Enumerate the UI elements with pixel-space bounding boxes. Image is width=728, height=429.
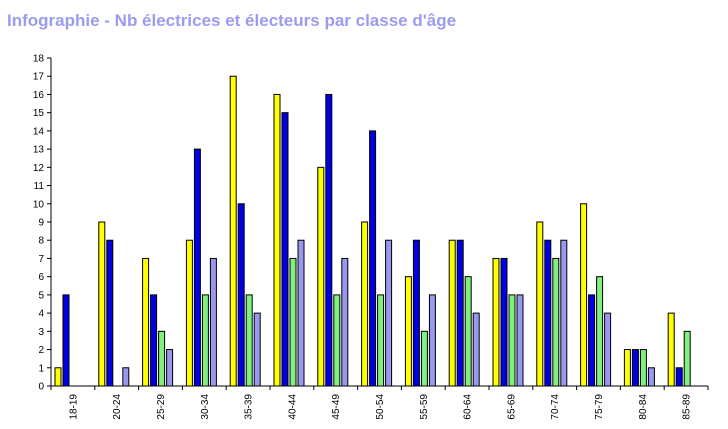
x-tick-label-50-54: 50-54: [375, 394, 386, 420]
bar-65-69-s4: [516, 294, 524, 387]
bar-50-54-s4: [385, 239, 393, 387]
bar-60-64-s2: [456, 239, 464, 387]
bar-60-64-s1: [448, 239, 456, 387]
x-tick-label-85-89: 85-89: [682, 394, 693, 420]
bar-35-39-s1: [229, 75, 237, 387]
y-tick-label-15: 15: [33, 108, 45, 119]
bar-65-69-s1: [492, 257, 500, 387]
bar-40-44-s4: [297, 239, 305, 387]
y-tick-label-17: 17: [33, 72, 45, 83]
y-tick-label-11: 11: [34, 181, 45, 192]
x-tick-label-65-69: 65-69: [506, 394, 517, 420]
bar-35-39-s4: [253, 312, 261, 387]
bar-85-89-s3: [683, 330, 691, 387]
x-tick-label-55-59: 55-59: [419, 394, 430, 420]
bar-85-89-s1: [667, 312, 675, 387]
y-tick-label-2: 2: [38, 345, 44, 356]
bar-70-74-s3: [552, 257, 560, 387]
y-tick-label-8: 8: [38, 236, 44, 247]
bar-25-29-s1: [142, 257, 150, 387]
bar-65-69-s3: [508, 294, 516, 387]
y-tick-label-18: 18: [33, 54, 45, 65]
x-tick-label-70-74: 70-74: [550, 394, 561, 420]
bar-80-84-s3: [639, 349, 647, 387]
bar-80-84-s1: [623, 349, 631, 387]
bar-45-49-s3: [333, 294, 341, 387]
bar-85-89-s2: [675, 367, 683, 387]
bar-80-84-s4: [647, 367, 655, 387]
y-tick-label-0: 0: [38, 382, 44, 393]
x-tick-label-60-64: 60-64: [463, 394, 474, 420]
bar-45-49-s1: [317, 166, 325, 387]
bar-75-79-s1: [580, 203, 588, 387]
bar-50-54-s1: [361, 221, 369, 387]
x-tick-label-35-39: 35-39: [244, 394, 255, 420]
y-tick-label-5: 5: [38, 290, 44, 301]
x-tick-label-45-49: 45-49: [331, 394, 342, 420]
bars-layer: [54, 75, 691, 387]
bar-55-59-s4: [428, 294, 436, 387]
y-tick-label-14: 14: [33, 126, 45, 137]
bar-35-39-s2: [237, 203, 245, 387]
x-tick-label-18-19: 18-19: [68, 394, 79, 420]
bar-20-24-s2: [106, 239, 114, 387]
x-tick-label-20-24: 20-24: [112, 394, 123, 420]
bar-18-19-s1: [54, 367, 62, 387]
bar-75-79-s3: [596, 276, 604, 387]
bar-30-34-s4: [209, 257, 217, 387]
bar-18-19-s2: [62, 294, 70, 387]
bar-75-79-s2: [588, 294, 596, 387]
x-tick-label-40-44: 40-44: [287, 394, 298, 420]
bar-25-29-s2: [150, 294, 158, 387]
bar-60-64-s3: [464, 276, 472, 387]
bar-45-49-s2: [325, 93, 333, 387]
bar-45-49-s4: [341, 257, 349, 387]
y-tick-label-12: 12: [33, 163, 45, 174]
bar-50-54-s2: [369, 130, 377, 387]
chart-title: Infographie - Nb électrices et électeurs…: [7, 11, 457, 30]
bar-55-59-s3: [420, 330, 428, 387]
bar-30-34-s2: [193, 148, 201, 387]
y-tick-label-6: 6: [38, 272, 44, 283]
x-tick-label-80-84: 80-84: [638, 394, 649, 420]
x-tick-label-75-79: 75-79: [594, 394, 605, 420]
y-tick-label-7: 7: [38, 254, 44, 265]
bar-70-74-s2: [544, 239, 552, 387]
y-tick-label-1: 1: [38, 363, 44, 374]
y-tick-label-13: 13: [33, 145, 45, 156]
x-tick-label-25-29: 25-29: [156, 394, 167, 420]
bar-25-29-s3: [158, 330, 166, 387]
bar-70-74-s4: [560, 239, 568, 387]
bar-50-54-s3: [377, 294, 385, 387]
y-tick-label-3: 3: [38, 327, 44, 338]
bar-70-74-s1: [536, 221, 544, 387]
x-tick-label-30-34: 30-34: [200, 394, 211, 420]
bar-80-84-s2: [631, 349, 639, 387]
bar-40-44-s3: [289, 257, 297, 387]
y-tick-label-10: 10: [33, 199, 45, 210]
bar-65-69-s2: [500, 257, 508, 387]
bar-55-59-s1: [404, 276, 412, 387]
bar-20-24-s1: [98, 221, 106, 387]
bar-75-79-s4: [604, 312, 612, 387]
bar-40-44-s1: [273, 93, 281, 387]
bar-40-44-s2: [281, 112, 289, 387]
bar-30-34-s1: [185, 239, 193, 387]
bar-20-24-s4: [122, 367, 130, 387]
bar-55-59-s2: [412, 239, 420, 387]
y-tick-label-9: 9: [38, 218, 44, 229]
bar-25-29-s4: [166, 349, 174, 387]
bar-60-64-s4: [472, 312, 480, 387]
y-tick-label-16: 16: [33, 90, 45, 101]
bar-30-34-s3: [201, 294, 209, 387]
bar-35-39-s3: [245, 294, 253, 387]
y-tick-label-4: 4: [38, 309, 44, 320]
